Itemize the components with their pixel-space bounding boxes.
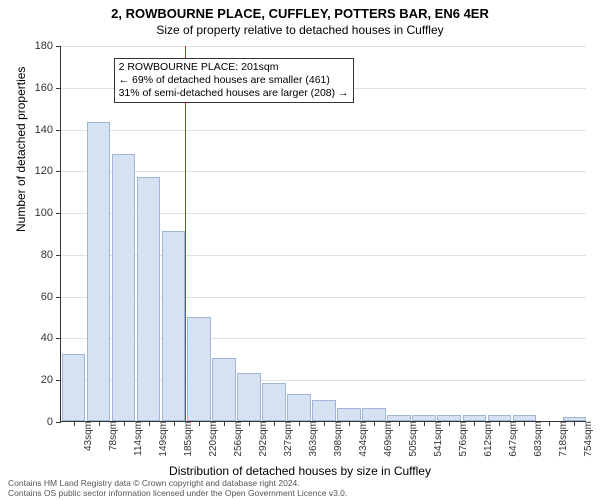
histogram-bar [262, 383, 286, 421]
histogram-bar [337, 408, 361, 421]
y-tick-mark [56, 213, 61, 214]
y-tick-mark [56, 422, 61, 423]
y-tick-mark [56, 297, 61, 298]
x-tick-label: 292sqm [254, 421, 269, 457]
annotation-line: 2 ROWBOURNE PLACE: 201sqm [119, 61, 349, 74]
x-tick-mark [99, 421, 100, 426]
x-axis-label: Distribution of detached houses by size … [0, 464, 600, 478]
annotation-line: 31% of semi-detached houses are larger (… [119, 87, 349, 100]
annotation-line: ← 69% of detached houses are smaller (46… [119, 74, 349, 87]
y-tick-mark [56, 255, 61, 256]
y-tick-mark [56, 171, 61, 172]
histogram-bar [87, 122, 111, 421]
plot-area: 02040608010012014016018043sqm78sqm114sqm… [60, 46, 586, 422]
page-subtitle: Size of property relative to detached ho… [0, 21, 600, 37]
gridline [61, 171, 586, 172]
x-tick-label: 185sqm [179, 421, 194, 457]
x-tick-label: 612sqm [479, 421, 494, 457]
x-tick-mark [524, 421, 525, 426]
x-tick-mark [149, 421, 150, 426]
x-tick-mark [474, 421, 475, 426]
x-tick-mark [449, 421, 450, 426]
y-tick-mark [56, 130, 61, 131]
annotation-box: 2 ROWBOURNE PLACE: 201sqm← 69% of detach… [114, 58, 354, 103]
x-tick-label: 78sqm [104, 421, 119, 451]
x-tick-mark [224, 421, 225, 426]
attribution-line: Contains OS public sector information li… [8, 489, 592, 498]
histogram-bar [312, 400, 336, 421]
x-tick-mark [324, 421, 325, 426]
histogram-bar [362, 408, 386, 421]
x-tick-mark [374, 421, 375, 426]
x-tick-mark [124, 421, 125, 426]
y-tick-mark [56, 380, 61, 381]
x-tick-mark [249, 421, 250, 426]
histogram-bar [287, 394, 311, 421]
gridline [61, 130, 586, 131]
x-tick-label: 683sqm [529, 421, 544, 457]
x-tick-label: 327sqm [279, 421, 294, 457]
x-tick-mark [174, 421, 175, 426]
x-tick-label: 363sqm [304, 421, 319, 457]
histogram-bar [62, 354, 86, 421]
x-tick-label: 576sqm [454, 421, 469, 457]
x-tick-label: 149sqm [154, 421, 169, 457]
page-title: 2, ROWBOURNE PLACE, CUFFLEY, POTTERS BAR… [0, 0, 600, 21]
x-tick-label: 647sqm [504, 421, 519, 457]
x-tick-label: 434sqm [354, 421, 369, 457]
y-tick-mark [56, 46, 61, 47]
histogram-bar [112, 154, 136, 421]
x-tick-label: 718sqm [554, 421, 569, 457]
x-tick-mark [574, 421, 575, 426]
histogram-bar [187, 317, 211, 421]
x-tick-mark [299, 421, 300, 426]
x-tick-label: 220sqm [204, 421, 219, 457]
x-tick-mark [274, 421, 275, 426]
histogram-chart: 02040608010012014016018043sqm78sqm114sqm… [60, 46, 586, 422]
x-tick-label: 505sqm [404, 421, 419, 457]
x-tick-label: 398sqm [329, 421, 344, 457]
attribution-text: Contains HM Land Registry data © Crown c… [8, 479, 592, 498]
x-tick-label: 43sqm [79, 421, 94, 451]
x-tick-mark [499, 421, 500, 426]
histogram-bar [212, 358, 236, 421]
histogram-bar [137, 177, 161, 421]
y-tick-mark [56, 338, 61, 339]
gridline [61, 46, 586, 47]
x-tick-mark [549, 421, 550, 426]
x-tick-label: 256sqm [229, 421, 244, 457]
y-tick-mark [56, 88, 61, 89]
x-tick-mark [424, 421, 425, 426]
x-tick-label: 469sqm [379, 421, 394, 457]
histogram-bar [162, 231, 186, 421]
histogram-bar [237, 373, 261, 421]
x-tick-label: 541sqm [429, 421, 444, 457]
x-tick-mark [399, 421, 400, 426]
x-tick-mark [199, 421, 200, 426]
y-axis-label: Number of detached properties [14, 67, 28, 232]
x-tick-mark [349, 421, 350, 426]
x-tick-mark [74, 421, 75, 426]
x-tick-label: 754sqm [579, 421, 594, 457]
x-tick-label: 114sqm [129, 421, 144, 456]
